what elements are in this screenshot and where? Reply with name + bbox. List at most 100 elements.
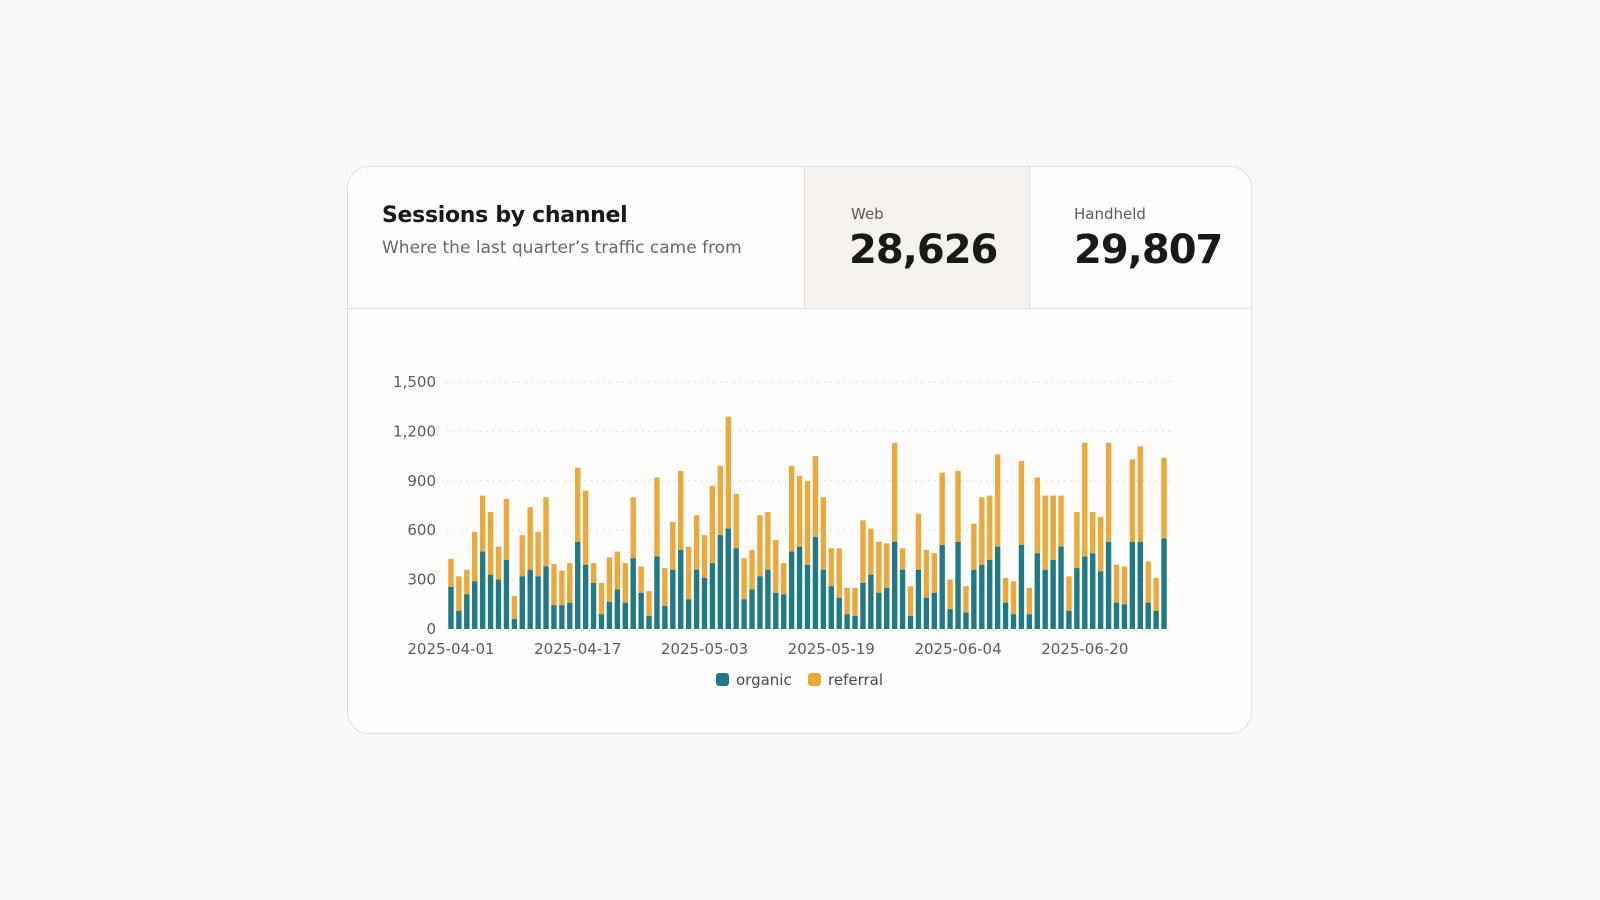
bar-referral[interactable] xyxy=(1105,442,1112,542)
bar-referral[interactable] xyxy=(717,465,724,536)
bar-referral[interactable] xyxy=(836,548,842,598)
bar-referral[interactable] xyxy=(907,586,914,616)
bar-organic[interactable] xyxy=(456,610,462,629)
bar-referral[interactable] xyxy=(598,582,605,615)
bar-referral[interactable] xyxy=(1090,512,1096,554)
bar-referral[interactable] xyxy=(860,520,866,583)
bar-organic[interactable] xyxy=(495,579,502,629)
bar-organic[interactable] xyxy=(448,587,454,629)
bar-referral[interactable] xyxy=(1097,517,1104,572)
bar-organic[interactable] xyxy=(1137,541,1143,629)
bar-organic[interactable] xyxy=(899,569,906,629)
bar-organic[interactable] xyxy=(804,564,811,629)
bar-organic[interactable] xyxy=(582,564,589,629)
bar-referral[interactable] xyxy=(464,569,470,595)
bar-organic[interactable] xyxy=(638,592,644,629)
bar-referral[interactable] xyxy=(1066,576,1072,611)
bar-organic[interactable] xyxy=(765,569,771,629)
bar-referral[interactable] xyxy=(812,456,819,537)
bar-organic[interactable] xyxy=(939,545,945,629)
bar-referral[interactable] xyxy=(606,557,613,602)
bar-referral[interactable] xyxy=(820,497,827,570)
bar-organic[interactable] xyxy=(1129,541,1136,629)
bar-organic[interactable] xyxy=(884,587,890,629)
bar-referral[interactable] xyxy=(678,470,684,550)
bar-referral[interactable] xyxy=(590,563,597,583)
bar-referral[interactable] xyxy=(1113,564,1120,603)
bar-referral[interactable] xyxy=(963,586,969,613)
bar-organic[interactable] xyxy=(519,576,525,629)
bar-referral[interactable] xyxy=(733,493,739,549)
bar-organic[interactable] xyxy=(1161,538,1167,629)
bar-organic[interactable] xyxy=(749,589,755,629)
bar-organic[interactable] xyxy=(606,601,613,629)
bar-referral[interactable] xyxy=(971,523,977,570)
bar-organic[interactable] xyxy=(567,602,573,629)
bar-organic[interactable] xyxy=(979,564,985,629)
bar-referral[interactable] xyxy=(472,531,478,582)
bar-referral[interactable] xyxy=(559,570,565,606)
bar-organic[interactable] xyxy=(907,615,914,629)
bar-organic[interactable] xyxy=(852,615,858,629)
bar-referral[interactable] xyxy=(638,566,644,593)
bar-referral[interactable] xyxy=(788,465,795,552)
bar-referral[interactable] xyxy=(1137,446,1143,542)
bar-referral[interactable] xyxy=(709,485,716,564)
bar-referral[interactable] xyxy=(994,454,1001,547)
bar-referral[interactable] xyxy=(503,498,510,560)
bar-referral[interactable] xyxy=(757,515,763,577)
bar-organic[interactable] xyxy=(1066,610,1072,629)
bar-organic[interactable] xyxy=(820,569,827,629)
bar-referral[interactable] xyxy=(1121,566,1128,605)
bar-referral[interactable] xyxy=(923,549,930,598)
bar-referral[interactable] xyxy=(749,549,755,590)
bar-organic[interactable] xyxy=(1097,571,1104,629)
bar-referral[interactable] xyxy=(1074,512,1080,569)
bar-organic[interactable] xyxy=(844,614,850,629)
bar-organic[interactable] xyxy=(781,594,787,629)
bar-organic[interactable] xyxy=(630,558,636,629)
bar-referral[interactable] xyxy=(1026,587,1033,615)
bar-organic[interactable] xyxy=(527,569,533,629)
bar-organic[interactable] xyxy=(796,546,803,629)
bar-referral[interactable] xyxy=(654,477,660,557)
bar-organic[interactable] xyxy=(551,605,557,629)
bar-organic[interactable] xyxy=(955,541,961,629)
bar-organic[interactable] xyxy=(812,536,819,629)
bar-organic[interactable] xyxy=(575,541,581,629)
bar-referral[interactable] xyxy=(519,535,525,577)
bar-organic[interactable] xyxy=(788,551,795,629)
bar-referral[interactable] xyxy=(931,553,937,593)
bar-referral[interactable] xyxy=(773,540,779,593)
bar-organic[interactable] xyxy=(701,577,708,629)
bar-organic[interactable] xyxy=(662,605,668,629)
bar-referral[interactable] xyxy=(955,470,961,542)
bar-referral[interactable] xyxy=(915,513,922,570)
bar-organic[interactable] xyxy=(1090,553,1096,629)
bar-referral[interactable] xyxy=(891,442,898,542)
bar-referral[interactable] xyxy=(622,563,628,603)
bar-referral[interactable] xyxy=(781,563,787,595)
bar-organic[interactable] xyxy=(1050,559,1056,629)
bar-organic[interactable] xyxy=(1058,546,1064,629)
bar-referral[interactable] xyxy=(487,512,494,575)
bar-organic[interactable] xyxy=(1153,610,1159,629)
bar-organic[interactable] xyxy=(868,574,874,629)
bar-referral[interactable] xyxy=(1129,459,1136,542)
bar-organic[interactable] xyxy=(717,535,724,629)
bar-referral[interactable] xyxy=(725,416,731,529)
bar-organic[interactable] xyxy=(963,612,969,629)
bar-referral[interactable] xyxy=(765,512,771,570)
bar-referral[interactable] xyxy=(1034,477,1040,554)
bar-referral[interactable] xyxy=(685,546,692,600)
bar-referral[interactable] xyxy=(543,497,549,567)
bar-organic[interactable] xyxy=(828,586,834,629)
bar-organic[interactable] xyxy=(836,597,842,629)
bar-referral[interactable] xyxy=(582,490,589,565)
bar-referral[interactable] xyxy=(551,563,557,606)
bar-referral[interactable] xyxy=(844,587,850,615)
bar-organic[interactable] xyxy=(1113,602,1120,629)
bar-organic[interactable] xyxy=(915,569,922,629)
bar-referral[interactable] xyxy=(828,548,834,587)
bar-referral[interactable] xyxy=(852,587,858,616)
